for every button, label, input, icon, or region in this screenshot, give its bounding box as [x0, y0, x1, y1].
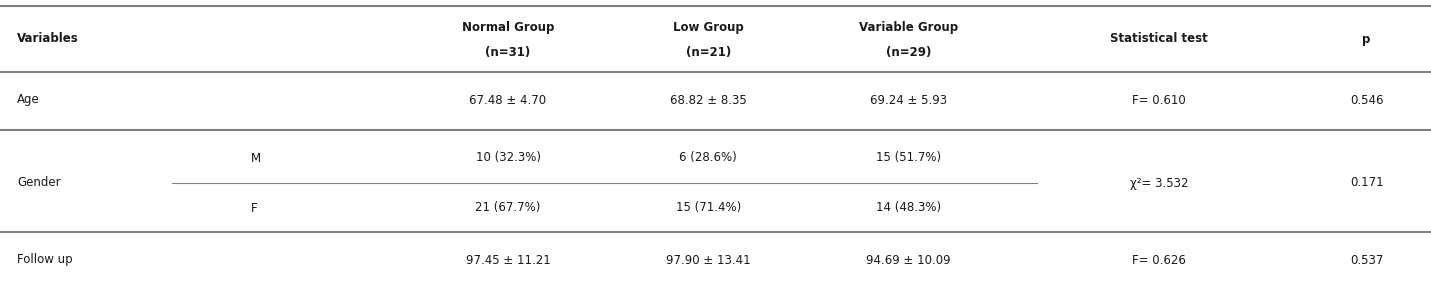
Text: 0.537: 0.537 [1349, 253, 1384, 267]
Text: p: p [1362, 32, 1371, 46]
Text: 15 (51.7%): 15 (51.7%) [876, 152, 942, 164]
Text: Gender: Gender [17, 177, 60, 189]
Text: 0.171: 0.171 [1349, 177, 1384, 189]
Text: 68.82 ± 8.35: 68.82 ± 8.35 [670, 94, 747, 106]
Text: (n=31): (n=31) [485, 46, 531, 59]
Text: Variable Group: Variable Group [859, 22, 959, 34]
Text: 21 (67.7%): 21 (67.7%) [475, 201, 541, 214]
Text: 10 (32.3%): 10 (32.3%) [475, 152, 541, 164]
Text: χ²= 3.532: χ²= 3.532 [1130, 177, 1188, 189]
Text: F= 0.610: F= 0.610 [1132, 94, 1186, 106]
Text: (n=21): (n=21) [685, 46, 731, 59]
Text: M: M [250, 152, 260, 164]
Text: Statistical test: Statistical test [1110, 32, 1208, 46]
Text: Low Group: Low Group [673, 22, 744, 34]
Text: 0.546: 0.546 [1349, 94, 1384, 106]
Text: 67.48 ± 4.70: 67.48 ± 4.70 [469, 94, 547, 106]
Text: 69.24 ± 5.93: 69.24 ± 5.93 [870, 94, 947, 106]
Text: Variables: Variables [17, 32, 79, 46]
Text: Follow up: Follow up [17, 253, 73, 267]
Text: 97.45 ± 11.21: 97.45 ± 11.21 [465, 253, 551, 267]
Text: 94.69 ± 10.09: 94.69 ± 10.09 [866, 253, 952, 267]
Text: 97.90 ± 13.41: 97.90 ± 13.41 [665, 253, 751, 267]
Text: Age: Age [17, 94, 40, 106]
Text: 6 (28.6%): 6 (28.6%) [680, 152, 737, 164]
Text: F: F [250, 201, 258, 214]
Text: (n=29): (n=29) [886, 46, 932, 59]
Text: Normal Group: Normal Group [462, 22, 554, 34]
Text: 14 (48.3%): 14 (48.3%) [876, 201, 942, 214]
Text: F= 0.626: F= 0.626 [1132, 253, 1186, 267]
Text: 15 (71.4%): 15 (71.4%) [675, 201, 741, 214]
